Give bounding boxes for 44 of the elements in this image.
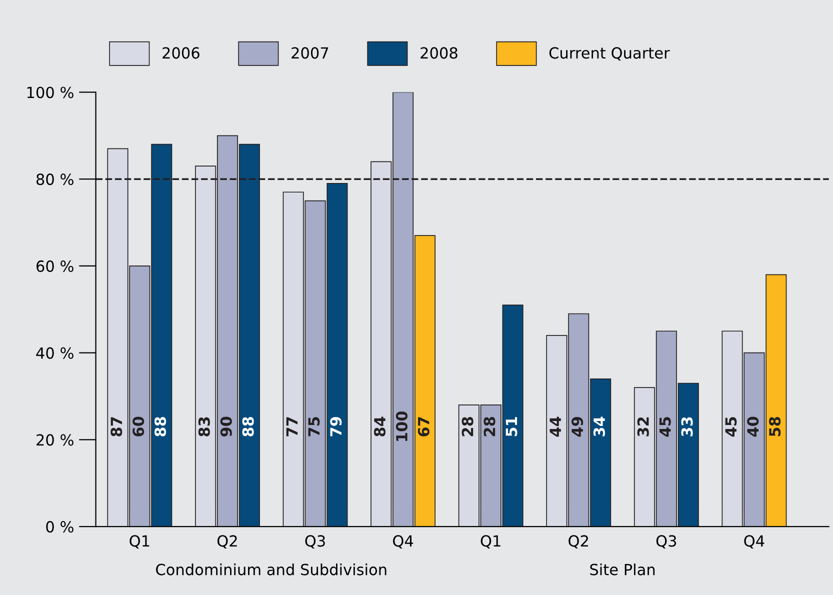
data-label: 45 xyxy=(660,417,671,437)
data-label: 90 xyxy=(220,416,232,437)
y-tick-label: 100 % xyxy=(27,86,74,98)
data-label: 88 xyxy=(242,416,254,436)
x-tick-label: Q1 xyxy=(130,535,150,548)
x-tick-label: Q1 xyxy=(480,535,500,548)
data-label: 87 xyxy=(110,417,122,436)
y-tick-label: 60 % xyxy=(36,260,74,272)
x-tick-label: Q4 xyxy=(744,535,764,548)
data-label: 84 xyxy=(374,416,386,436)
legend-label: Current Quarter xyxy=(549,47,670,60)
y-tick-label: 40 % xyxy=(36,347,74,359)
data-label: 77 xyxy=(286,417,298,436)
data-label: 75 xyxy=(308,417,320,436)
x-tick-label: Q4 xyxy=(393,535,414,548)
x-tick-label: Q2 xyxy=(217,535,237,548)
x-tick-label: Q3 xyxy=(305,535,325,548)
data-label: 100 xyxy=(396,411,408,441)
data-label: 79 xyxy=(330,417,342,436)
legend-label: 2008 xyxy=(420,47,458,59)
legend-label: 2007 xyxy=(292,47,328,59)
x-tick-label: Q3 xyxy=(656,535,676,548)
text: Site Plan xyxy=(590,563,655,576)
data-label: 28 xyxy=(462,416,474,436)
y-tick-label: 20 % xyxy=(36,434,74,446)
data-label: 83 xyxy=(198,417,210,436)
data-label: 34 xyxy=(593,416,606,436)
data-label: 40 xyxy=(747,416,759,437)
data-label: 49 xyxy=(572,417,584,437)
data-label: 33 xyxy=(681,417,693,436)
data-label: 88 xyxy=(154,416,166,436)
text: Condominium and Subdivision xyxy=(156,563,386,576)
x-tick-label: Q2 xyxy=(568,535,588,548)
data-label: 67 xyxy=(418,417,430,436)
y-tick-label: 80 % xyxy=(36,174,74,186)
data-label: 51 xyxy=(506,417,518,436)
data-label: 58 xyxy=(769,416,781,436)
data-label: 28 xyxy=(484,416,496,436)
data-label: 32 xyxy=(637,417,649,436)
legend-label: 2006 xyxy=(162,47,200,59)
data-label: 44 xyxy=(550,416,561,437)
y-tick-label: 0 % xyxy=(46,521,74,533)
data-label: 45 xyxy=(725,417,737,437)
data-label: 60 xyxy=(132,416,144,436)
